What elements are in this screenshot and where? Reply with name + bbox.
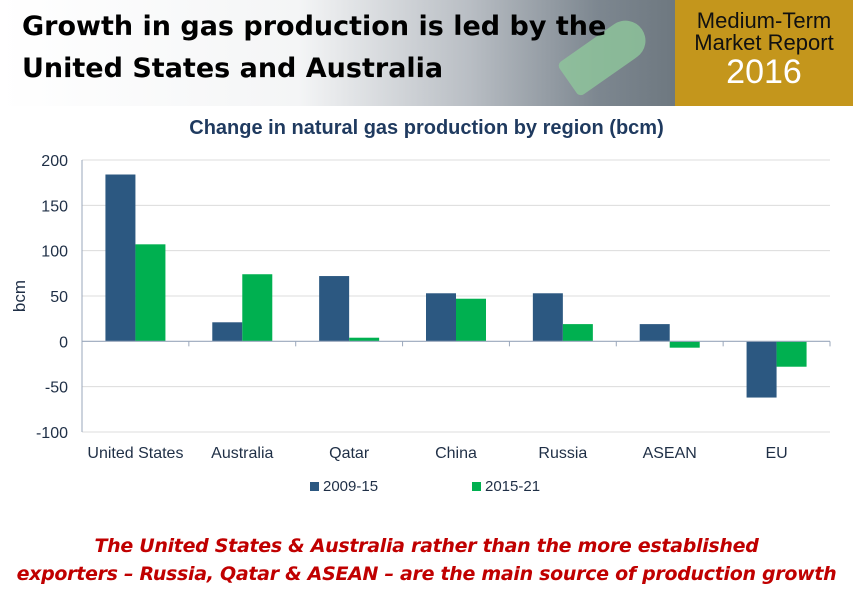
- bar-2009-15: [746, 341, 777, 398]
- y-tick-label: 0: [59, 334, 68, 351]
- x-tick-label: Qatar: [329, 445, 370, 462]
- caption-line-2: exporters – Russia, Qatar & ASEAN – are …: [16, 563, 837, 585]
- bar-2015-21: [349, 337, 380, 342]
- y-tick-label: 100: [41, 244, 68, 261]
- bar-2009-15: [105, 174, 136, 342]
- header-banner: Growth in gas production is led by the U…: [0, 0, 853, 106]
- caption: The United States & Australia rather tha…: [0, 532, 853, 588]
- report-badge: Medium-Term Market Report 2016: [675, 0, 853, 106]
- x-tick-label: China: [435, 445, 477, 462]
- bar-2009-15: [532, 293, 563, 342]
- y-tick-label: 50: [50, 289, 68, 306]
- y-tick-label: 150: [41, 198, 68, 215]
- y-axis-label: bcm: [10, 280, 29, 312]
- x-tick-label: ASEAN: [643, 445, 697, 462]
- y-tick-label: -50: [45, 380, 68, 397]
- title-line-2: United States and Australia: [22, 53, 444, 84]
- legend-swatch: [472, 482, 481, 491]
- chart-title: Change in natural gas production by regi…: [189, 117, 664, 139]
- bar-2009-15: [212, 322, 243, 342]
- bar-2015-21: [135, 244, 166, 342]
- legend-swatch: [310, 482, 319, 491]
- title-line-1: Growth in gas production is led by the: [22, 11, 607, 42]
- bar-2009-15: [426, 293, 456, 342]
- x-tick-label: Russia: [538, 445, 587, 462]
- legend-label: 2015-21: [485, 478, 540, 495]
- x-tick-label: EU: [765, 445, 787, 462]
- bar-2015-21: [669, 341, 700, 348]
- y-tick-label: 200: [41, 153, 68, 170]
- bar-2015-21: [562, 324, 593, 342]
- bar-2015-21: [456, 298, 486, 342]
- x-tick-label: Australia: [211, 445, 273, 462]
- x-tick-label: United States: [87, 445, 183, 462]
- y-tick-label: -100: [36, 425, 68, 442]
- bar-2009-15: [319, 276, 350, 342]
- slide-title: Growth in gas production is led by the U…: [22, 6, 606, 90]
- badge-year: 2016: [726, 53, 802, 91]
- bar-2015-21: [242, 274, 273, 342]
- badge-line-1: Medium-Term: [696, 8, 832, 33]
- caption-line-1: The United States & Australia rather tha…: [94, 535, 759, 557]
- bar-2015-21: [776, 341, 807, 367]
- legend-label: 2009-15: [323, 478, 378, 495]
- badge-line-2: Market Report: [694, 30, 834, 55]
- bar-2009-15: [639, 324, 670, 342]
